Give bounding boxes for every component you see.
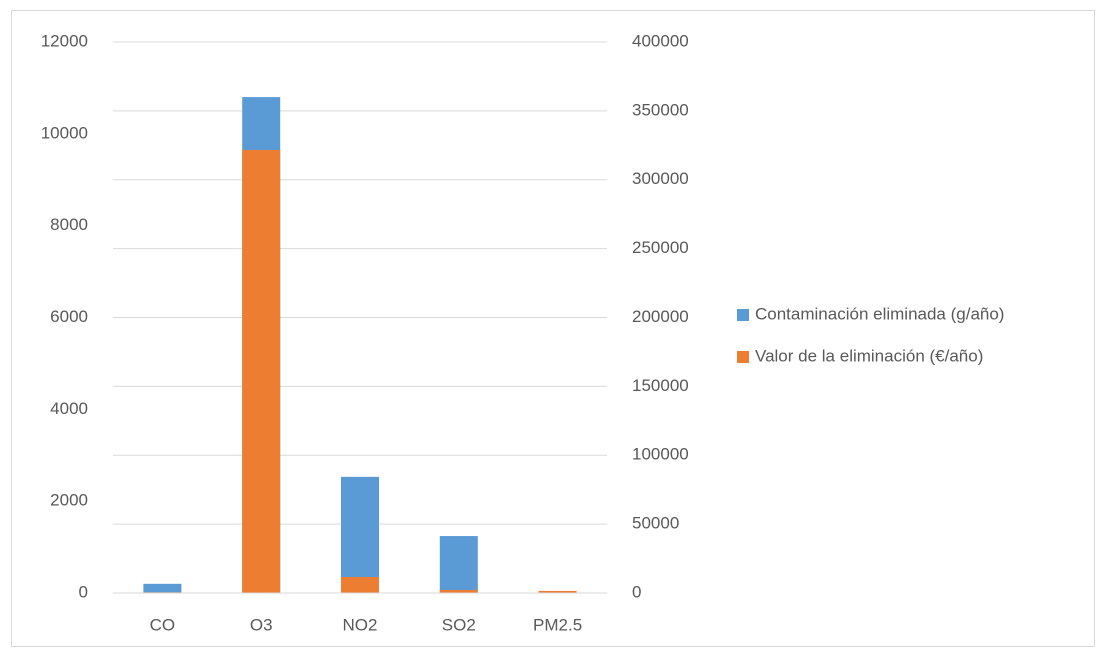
bar [341, 476, 379, 593]
y2-tick-label: 150000 [632, 376, 689, 395]
chart-frame [11, 10, 1095, 647]
y-tick-label: 8000 [50, 215, 88, 234]
y-tick-label: 6000 [50, 307, 88, 326]
legend-label: Valor de la eliminación (€/año) [755, 346, 983, 365]
y-tick-label: 10000 [41, 123, 88, 142]
bar [439, 536, 478, 593]
y2-tick-label: 350000 [632, 100, 689, 119]
y-tick-label: 12000 [41, 31, 88, 50]
legend-label: Contaminación eliminada (g/año) [755, 304, 1004, 323]
y2-tick-label: 200000 [632, 307, 689, 326]
x-tick-label: PM2.5 [533, 615, 582, 634]
bar [242, 149, 281, 593]
x-tick-label: SO2 [442, 615, 476, 634]
legend-swatch [737, 351, 749, 363]
bar [538, 590, 577, 593]
bar [143, 583, 182, 593]
x-tick-label: O3 [250, 615, 273, 634]
y2-tick-label: 400000 [632, 31, 689, 50]
y-tick-label: 2000 [50, 491, 88, 510]
x-tick-label: CO [150, 615, 176, 634]
bar [341, 577, 379, 593]
y-tick-label: 4000 [50, 399, 88, 418]
bar [439, 589, 478, 593]
x-tick-label: NO2 [343, 615, 378, 634]
y-tick-label: 0 [79, 582, 88, 601]
y2-tick-label: 0 [632, 582, 641, 601]
y2-tick-label: 100000 [632, 445, 689, 464]
y2-tick-label: 300000 [632, 169, 689, 188]
y2-tick-label: 250000 [632, 238, 689, 257]
y2-tick-label: 50000 [632, 514, 679, 533]
legend-swatch [737, 309, 749, 321]
